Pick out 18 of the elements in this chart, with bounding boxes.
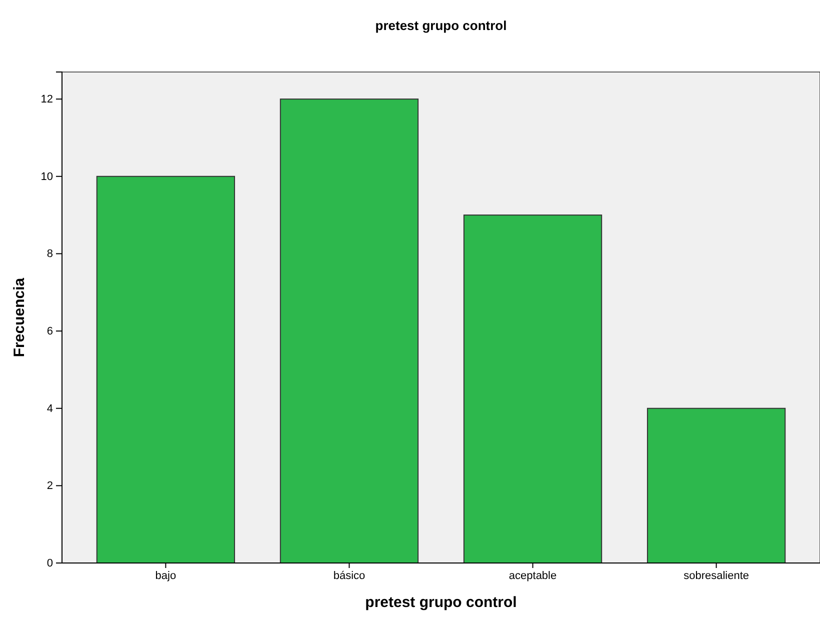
y-tick-label: 4 bbox=[46, 402, 53, 415]
y-tick-label: 8 bbox=[46, 248, 53, 260]
x-tick-label: sobresaliente bbox=[684, 570, 750, 582]
bar bbox=[96, 176, 236, 564]
y-tick-label: 10 bbox=[40, 170, 53, 183]
y-axis-title: Frecuencia bbox=[11, 277, 28, 358]
x-tick-label: aceptable bbox=[508, 570, 557, 582]
y-tick-label: 12 bbox=[40, 94, 53, 106]
bar bbox=[646, 408, 786, 564]
x-tick-label: básico bbox=[333, 570, 366, 582]
bar bbox=[463, 214, 602, 564]
x-axis-title: pretest grupo control bbox=[365, 594, 517, 611]
bar bbox=[280, 98, 419, 564]
y-tick-label: 2 bbox=[46, 480, 53, 492]
chart-title: pretest grupo control bbox=[375, 18, 507, 33]
y-tick-label: 0 bbox=[46, 558, 53, 570]
y-tick-label: 6 bbox=[46, 326, 53, 338]
x-tick-label: bajo bbox=[155, 570, 176, 582]
